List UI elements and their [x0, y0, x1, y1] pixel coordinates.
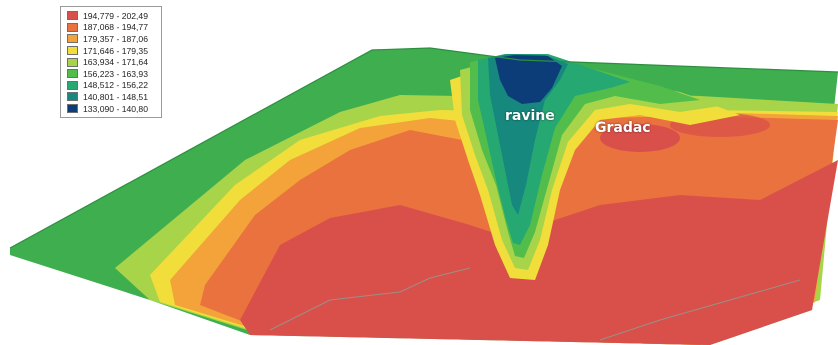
legend-swatch [67, 46, 78, 56]
contour-line [269, 267, 471, 331]
legend-item: 140,801 - 148,51 [67, 91, 157, 103]
legend-swatch [67, 22, 78, 32]
legend-label: 171,646 - 179,35 [83, 45, 148, 56]
legend-swatch [67, 57, 78, 67]
legend-label: 163,934 - 171,64 [83, 57, 148, 68]
legend-label: 148,512 - 156,22 [83, 80, 148, 91]
contour-line [599, 279, 801, 341]
legend-swatch [67, 80, 78, 90]
legend-item: 156,223 - 163,93 [67, 68, 157, 80]
label-ravine: ravine [505, 108, 555, 124]
legend-label: 140,801 - 148,51 [83, 91, 148, 102]
legend-label: 156,223 - 163,93 [83, 68, 148, 79]
legend-item: 133,090 - 140,80 [67, 103, 157, 115]
legend-swatch [67, 34, 78, 44]
legend-swatch [67, 92, 78, 102]
legend-label: 179,357 - 187,06 [83, 33, 148, 44]
terrain-red-patch-gradac [600, 124, 680, 152]
legend-item: 148,512 - 156,22 [67, 80, 157, 92]
legend-item: 163,934 - 171,64 [67, 56, 157, 68]
terrain-back-edge [9, 47, 838, 249]
elevation-legend: 194,779 - 202,49 187,068 - 194,77 179,357 … [60, 6, 162, 119]
ravine-deep-navy [495, 55, 562, 104]
legend-swatch [67, 104, 78, 114]
legend-item: 194,779 - 202,49 [67, 10, 157, 22]
legend-swatch [67, 11, 78, 21]
legend-item: 171,646 - 179,35 [67, 45, 157, 57]
legend-label: 133,090 - 140,80 [83, 103, 148, 114]
legend-swatch [67, 69, 78, 79]
legend-label: 194,779 - 202,49 [83, 10, 148, 21]
legend-item: 187,068 - 194,77 [67, 22, 157, 34]
label-gradac: Gradac [595, 120, 651, 136]
legend-item: 179,357 - 187,06 [67, 33, 157, 45]
legend-label: 187,068 - 194,77 [83, 22, 148, 33]
